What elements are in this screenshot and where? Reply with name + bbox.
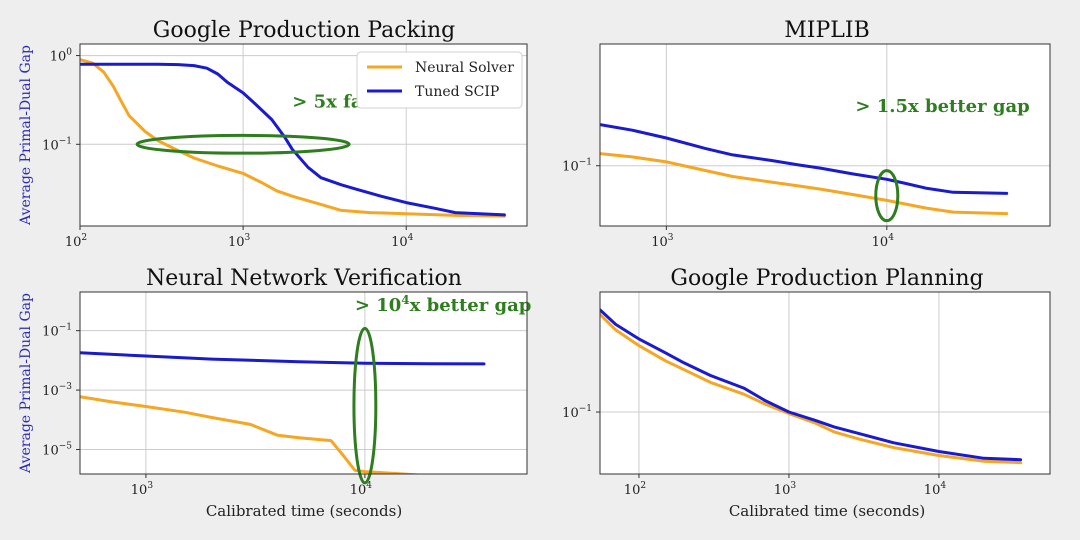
x-tick-label: 102 xyxy=(624,481,646,498)
x-tick-label: 104 xyxy=(350,481,373,498)
plot-area-miplib xyxy=(600,44,1050,226)
plot-frame-miplib xyxy=(599,43,1051,227)
annotation-ellipse xyxy=(874,169,900,223)
panel-title-packing: Google Production Packing xyxy=(153,18,456,43)
y-tick-label: 10−1 xyxy=(42,136,72,153)
series-line-tuned-scip xyxy=(600,308,1023,462)
legend-label-scip: Tuned SCIP xyxy=(415,84,499,100)
plot-frame-planning xyxy=(599,291,1051,475)
series-line-neural-solver xyxy=(600,152,1009,216)
y-tick-label: 10−3 xyxy=(42,382,72,399)
y-tick-label: 10−5 xyxy=(42,442,72,459)
x-tick-label: 104 xyxy=(872,233,895,250)
x-tick-label: 103 xyxy=(131,481,154,498)
x-tick-label: 103 xyxy=(774,481,797,498)
legend-label-neural: Neural Solver xyxy=(415,60,514,76)
annotation-text: > 1.5x better gap xyxy=(855,96,1029,117)
y-axis-label-bottom: Average Primal-Dual Gap xyxy=(18,293,34,474)
series-line-tuned-scip xyxy=(600,123,1009,195)
panel-title-miplib: MIPLIB xyxy=(784,18,870,43)
series-group-verification xyxy=(80,351,486,474)
panel-planning: 102 103 104 10−1 xyxy=(562,291,1051,498)
series-line-tuned-scip xyxy=(80,62,506,217)
plot-area-verification xyxy=(80,292,527,474)
x-tick-label: 104 xyxy=(391,233,414,250)
x-tick-label: 103 xyxy=(228,233,251,250)
plot-frame-verification xyxy=(79,291,528,475)
y-axis-label-top: Average Primal-Dual Gap xyxy=(18,45,34,226)
panel-verification: 103 104 10−1 10−3 10−5 > 104x better gap xyxy=(42,291,531,498)
panel-miplib: 103 104 10−1 > 1.5x better gap xyxy=(562,43,1051,250)
annotation-text: > 104x better gap xyxy=(355,293,531,316)
y-tick-label: 10−1 xyxy=(562,404,592,421)
x-axis-label-left: Calibrated time (seconds) xyxy=(206,502,402,520)
y-tick-label: 100 xyxy=(50,48,73,65)
series-group-planning xyxy=(600,308,1023,465)
x-tick-label: 103 xyxy=(651,233,674,250)
y-tick-label: 10−1 xyxy=(42,323,72,340)
plot-area-planning xyxy=(600,292,1050,474)
x-tick-label: 102 xyxy=(65,233,87,250)
x-axis-label-right: Calibrated time (seconds) xyxy=(729,502,925,520)
annotation-ellipse xyxy=(135,133,351,155)
series-line-neural-solver xyxy=(80,395,427,474)
series-line-neural-solver xyxy=(80,58,506,218)
series-line-neural-solver xyxy=(600,312,1023,465)
x-tick-label: 104 xyxy=(924,481,947,498)
series-group-miplib xyxy=(600,123,1009,216)
legend: Neural Solver Tuned SCIP xyxy=(356,51,523,109)
panel-title-verification: Neural Network Verification xyxy=(146,266,462,291)
annotation-ellipse xyxy=(352,326,378,485)
plot-frame-packing xyxy=(79,43,528,227)
series-group-packing xyxy=(80,58,506,218)
series-line-tuned-scip xyxy=(80,351,486,366)
y-tick-label: 10−1 xyxy=(562,158,592,175)
panel-title-planning: Google Production Planning xyxy=(670,266,983,291)
